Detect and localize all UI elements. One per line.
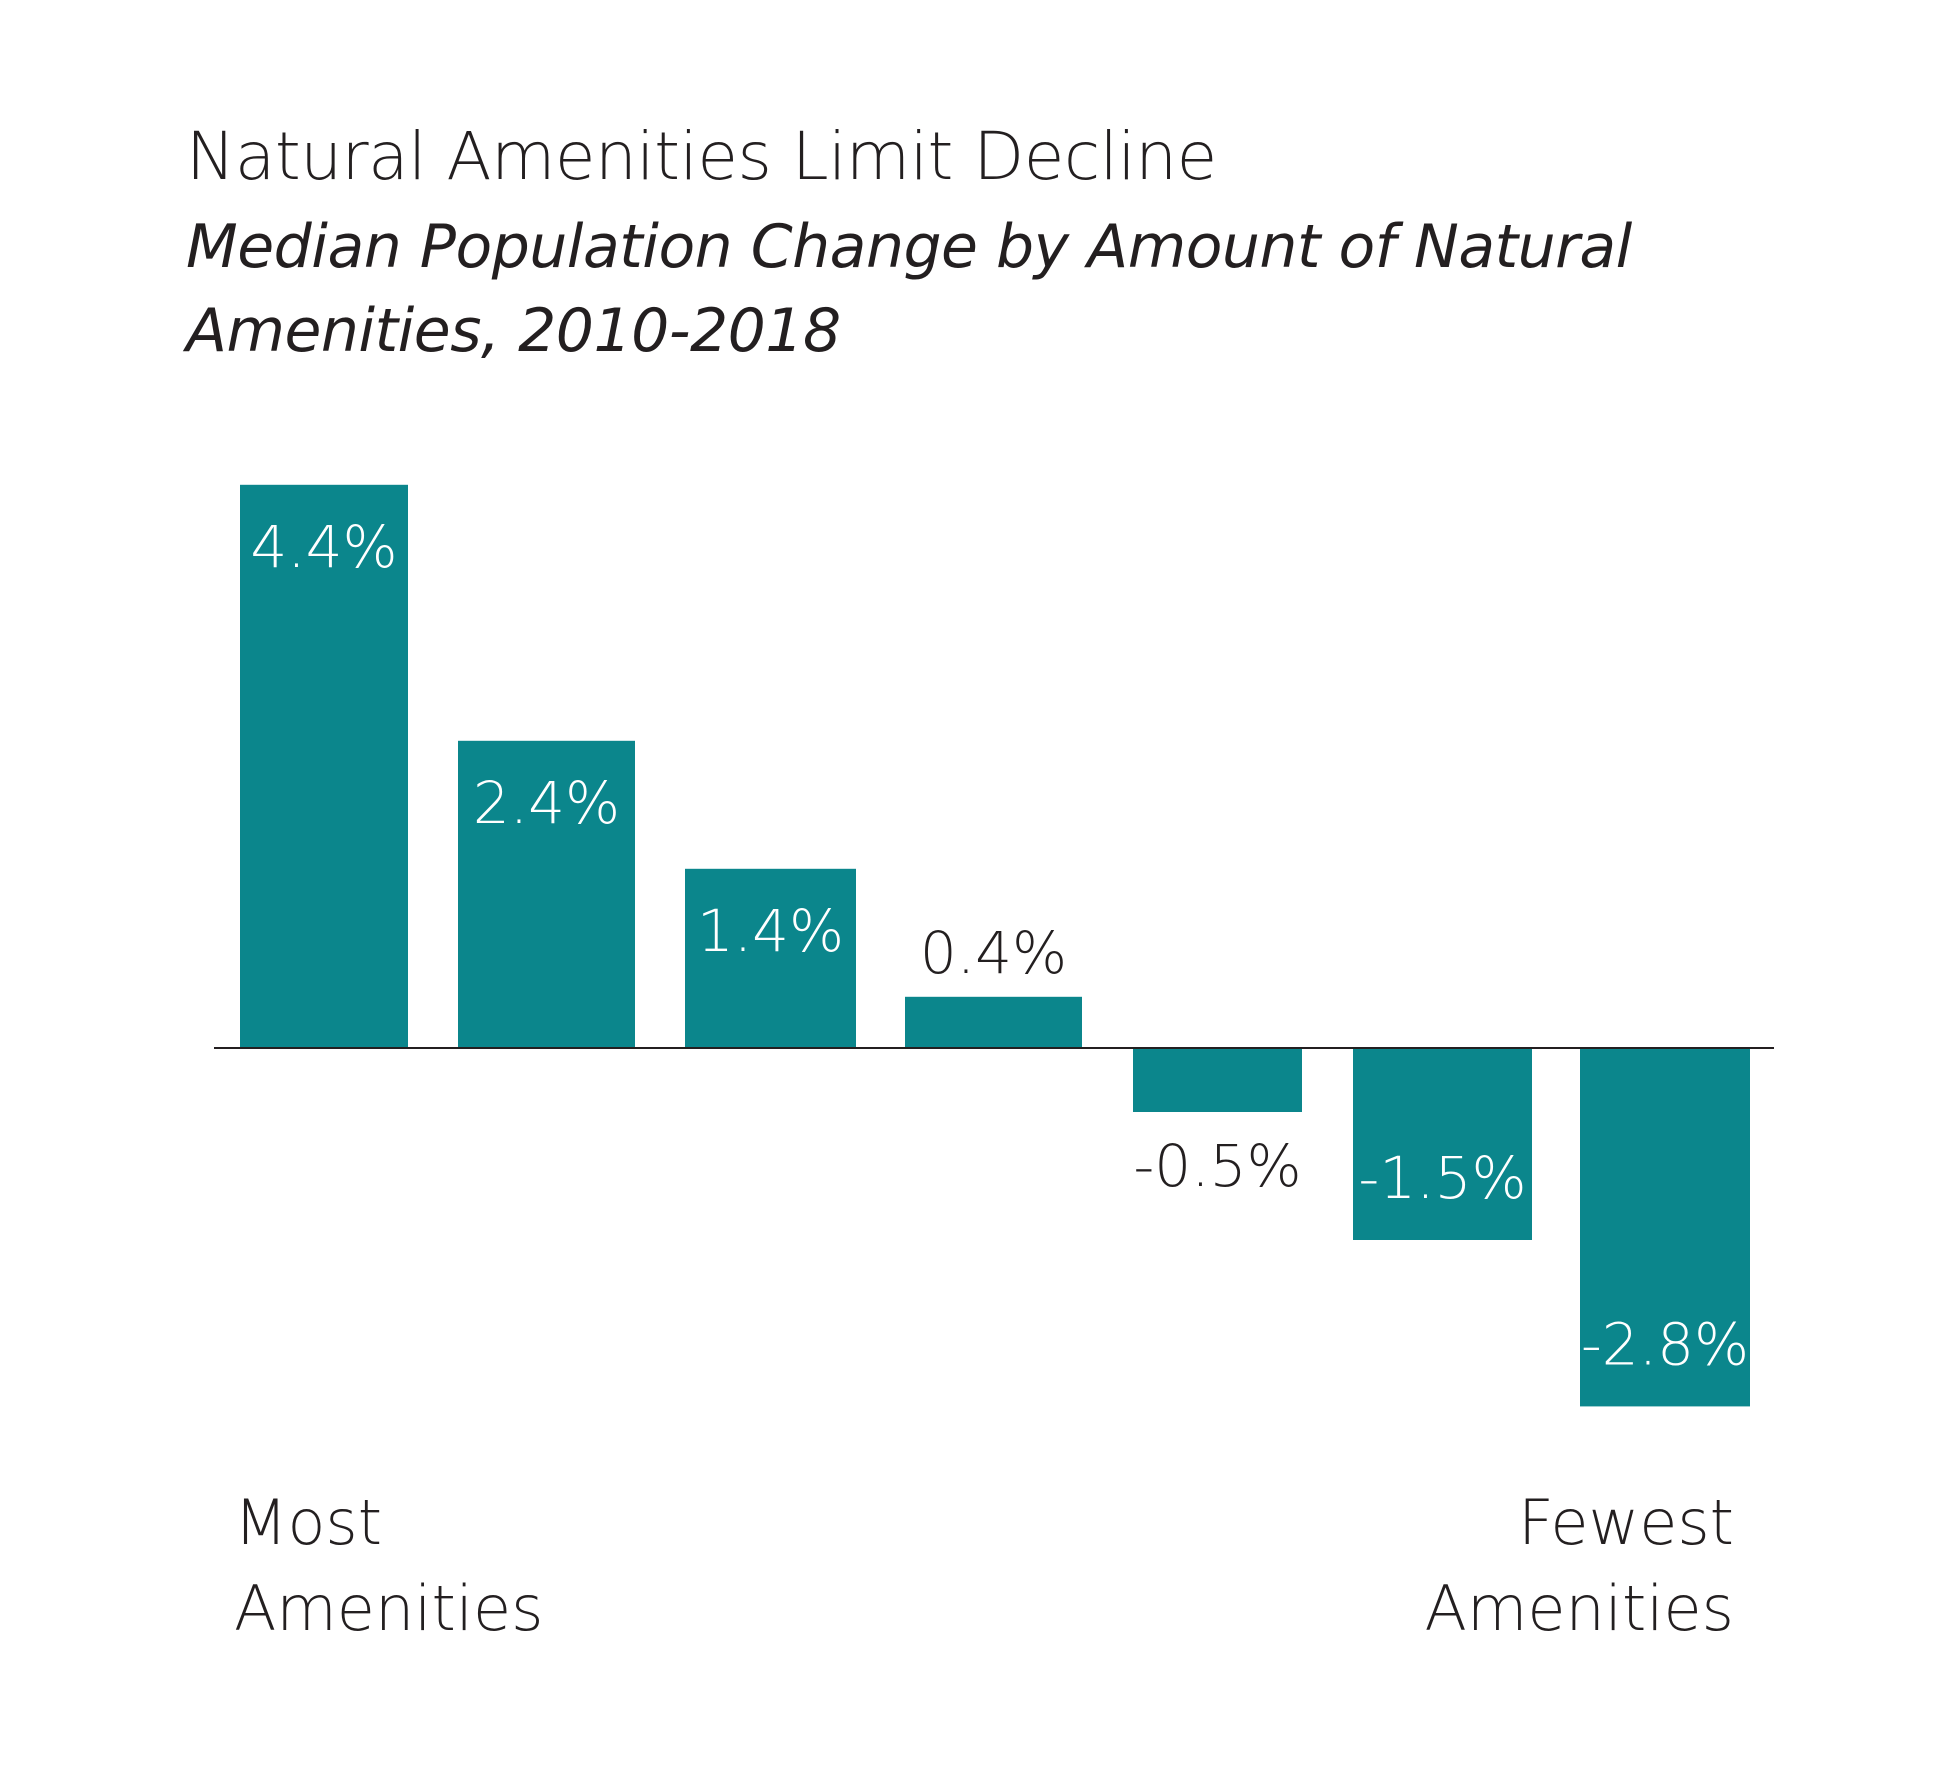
bar-7-value-label: -2.8%	[1581, 1310, 1749, 1378]
bar-5	[1133, 1048, 1302, 1112]
most-amenities-label-line-1: Most	[234, 1486, 383, 1559]
fewest-amenities-label-line-1: Fewest	[1518, 1486, 1734, 1559]
bar-2	[458, 740, 635, 1048]
bar-2-value-label: 2.4%	[473, 769, 620, 837]
bar-7	[1580, 1048, 1750, 1407]
bar-3	[685, 868, 856, 1048]
chart-title: Natural Amenities Limit Decline	[186, 118, 1217, 195]
bar-4	[905, 996, 1082, 1048]
most-amenities-label-line-2: Amenities	[234, 1572, 544, 1645]
fewest-amenities-label: Fewest Amenities	[1425, 1480, 1734, 1652]
bar-6-value-label: -1.5%	[1358, 1144, 1526, 1212]
bar-5-value-label: -0.5%	[1133, 1132, 1301, 1200]
fewest-amenities-label-line-2: Amenities	[1424, 1572, 1734, 1645]
chart-subtitle: Median Population Change by Amount of Na…	[186, 212, 1632, 366]
bar-4-value-label: 0.4%	[920, 919, 1067, 987]
bar-6	[1353, 1048, 1532, 1240]
bar-1-value-label: 4.4%	[250, 513, 397, 581]
most-amenities-label: Most Amenities	[234, 1480, 543, 1652]
bar-3-value-label: 1.4%	[697, 897, 844, 965]
bar-1	[240, 484, 408, 1048]
